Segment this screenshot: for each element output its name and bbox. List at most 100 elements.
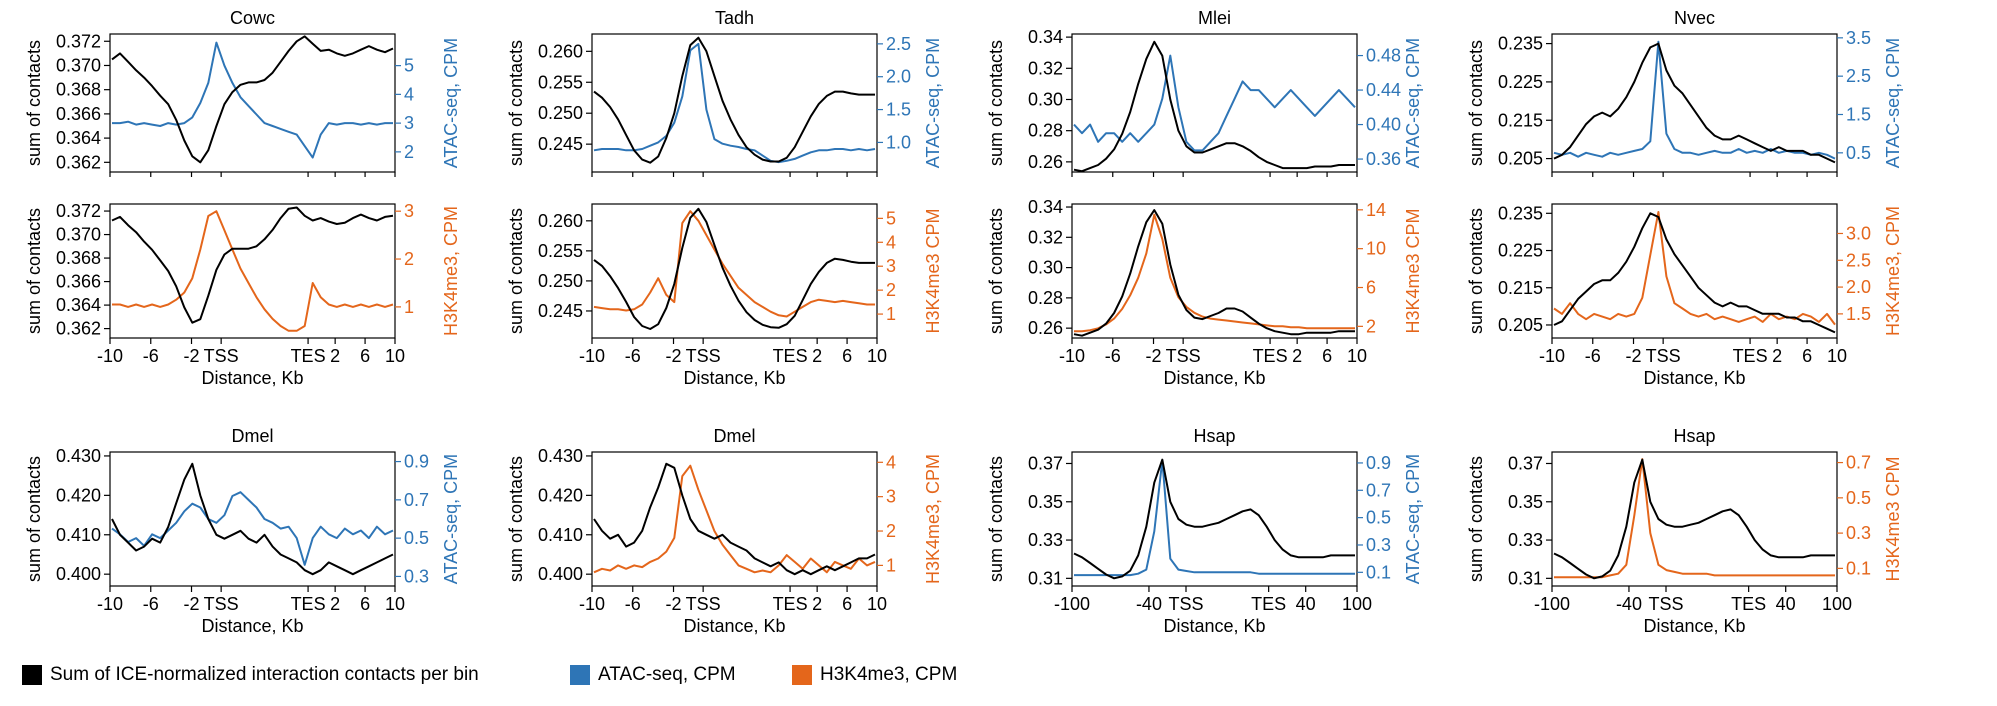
y-tick-label: 0.364 (56, 295, 101, 315)
x-tick-label: 10 (1827, 346, 1847, 366)
panel-title: Nvec (1674, 8, 1715, 28)
y2-tick-label: 0.44 (1366, 80, 1401, 100)
y2-tick-label: 4 (886, 452, 896, 472)
plot-frame (109, 33, 396, 173)
y2-tick-label: 1.5 (1846, 105, 1871, 125)
y-tick-label: 0.370 (56, 55, 101, 75)
panel-3: Mlei 0.26 0.28 0.30 0.32 0.34 0.36 0.40 0.44 0.48… (986, 8, 1423, 177)
y-tick-label: 0.35 (1508, 492, 1543, 512)
y-axis-label: sum of contacts (986, 208, 1006, 334)
y2-tick-label: 0.1 (1846, 558, 1871, 578)
y-tick-label: 0.250 (538, 271, 583, 291)
y-tick-label: 0.368 (56, 80, 101, 100)
x-tick-label: 2 (1292, 346, 1302, 366)
y-tick-label: 0.30 (1028, 89, 1063, 109)
x-tick-label: 40 (1776, 594, 1796, 614)
x-tick-label: 6 (360, 594, 370, 614)
x-tick-label: -6 (143, 594, 159, 614)
y-tick-label: 0.410 (56, 525, 101, 545)
y2-tick-label: 0.48 (1366, 46, 1401, 66)
x-tick-label: TSS (1648, 594, 1683, 614)
y2-axis-label: H3K4me3 CPM (923, 208, 943, 333)
y-axis-label: sum of contacts (24, 208, 44, 334)
x-tick-label: TES (773, 594, 808, 614)
y2-tick-label: 0.9 (1366, 453, 1391, 473)
y2-tick-label: 0.7 (404, 490, 429, 510)
plot-frame (591, 33, 878, 173)
y2-tick-label: 2.5 (886, 34, 911, 54)
y-tick-label: 0.368 (56, 248, 101, 268)
legend-label-h3k4me3: H3K4me3, CPM (820, 664, 958, 685)
x-axis-label: Distance, Kb (1163, 616, 1265, 636)
x-tick-label: TSS (204, 346, 239, 366)
y2-tick-label: 14 (1366, 200, 1386, 220)
series-line-contacts (593, 207, 875, 330)
series-line-contacts (1553, 212, 1836, 334)
y2-tick-label: 3.5 (1846, 28, 1871, 48)
series-line-atac (1073, 54, 1356, 152)
plot-frame (1071, 203, 1358, 339)
y2-tick-label: 5 (886, 208, 896, 228)
x-tick-label: -10 (1539, 346, 1565, 366)
plot-frame (591, 451, 878, 587)
y2-tick-label: 0.40 (1366, 115, 1401, 135)
x-tick-label: -10 (579, 346, 605, 366)
y2-tick-label: 1.5 (1846, 304, 1871, 324)
y-axis-label: sum of contacts (24, 40, 44, 166)
x-tick-label: 10 (385, 594, 405, 614)
plot-frame (1551, 33, 1838, 173)
x-tick-label: TSS (686, 346, 721, 366)
y2-tick-label: 0.7 (1846, 453, 1871, 473)
series-line-atac (593, 42, 876, 164)
y2-axis-label: H3K4me3 CPM (1403, 208, 1423, 333)
x-tick-label: -100 (1054, 594, 1090, 614)
x-tick-label: -2 (666, 346, 682, 366)
y-axis-label: sum of contacts (1466, 456, 1486, 582)
series-line-contacts (593, 462, 876, 576)
x-axis-label: Distance, Kb (1163, 368, 1265, 388)
x-tick-label: TES (1733, 346, 1768, 366)
y-tick-label: 0.260 (538, 41, 583, 61)
x-tick-label: TES (773, 346, 808, 366)
y-tick-label: 0.362 (56, 319, 101, 339)
x-tick-label: -6 (625, 594, 641, 614)
series-line-h3k4me3 (1553, 211, 1836, 326)
y-tick-label: 0.205 (1498, 149, 1543, 169)
y2-tick-label: 1 (886, 304, 896, 324)
y2-tick-label: 10 (1366, 239, 1386, 259)
y2-axis-label: ATAC-seq, CPM (1403, 454, 1423, 584)
x-tick-label: -6 (143, 346, 159, 366)
legend-swatch-contacts (22, 665, 42, 685)
y-tick-label: 0.205 (1498, 315, 1543, 335)
series-line-contacts (111, 206, 394, 324)
panel-title: Dmel (713, 426, 755, 446)
x-tick-label: 2 (812, 346, 822, 366)
y2-tick-label: 1.5 (886, 100, 911, 120)
y2-tick-label: 2 (404, 142, 414, 162)
y-axis-label: sum of contacts (1466, 208, 1486, 334)
panel-11: Hsap 0.31 0.33 0.35 0.37 0.1 0.3 0.5 0.7 0.9 sum o… (986, 426, 1423, 636)
y-tick-label: 0.37 (1028, 453, 1063, 473)
y-tick-label: 0.400 (56, 564, 101, 584)
y-tick-label: 0.33 (1028, 530, 1063, 550)
y2-axis-label: ATAC-seq, CPM (441, 454, 461, 584)
x-tick-label: 10 (385, 346, 405, 366)
x-tick-label: 6 (360, 346, 370, 366)
y-tick-label: 0.34 (1028, 27, 1063, 47)
x-tick-label: -2 (1626, 346, 1642, 366)
y2-axis-label: ATAC-seq, CPM (1883, 38, 1903, 168)
y2-tick-label: 2.5 (1846, 250, 1871, 270)
x-tick-label: TSS (1646, 346, 1681, 366)
x-tick-label: 6 (1802, 346, 1812, 366)
y2-tick-label: 0.5 (1846, 488, 1871, 508)
plot-frame (1551, 203, 1838, 339)
y-axis-label: sum of contacts (506, 456, 526, 582)
panel-1: Cowc 0.362 0.364 0.366 0.368 0.370 0.372 2 3 4 5 su… (24, 8, 461, 177)
y-axis-label: sum of contacts (986, 456, 1006, 582)
x-tick-label: -2 (184, 346, 200, 366)
x-tick-label: 6 (1322, 346, 1332, 366)
plot-frame (109, 451, 396, 587)
y2-tick-label: 2.5 (1846, 66, 1871, 86)
y-tick-label: 0.366 (56, 104, 101, 124)
